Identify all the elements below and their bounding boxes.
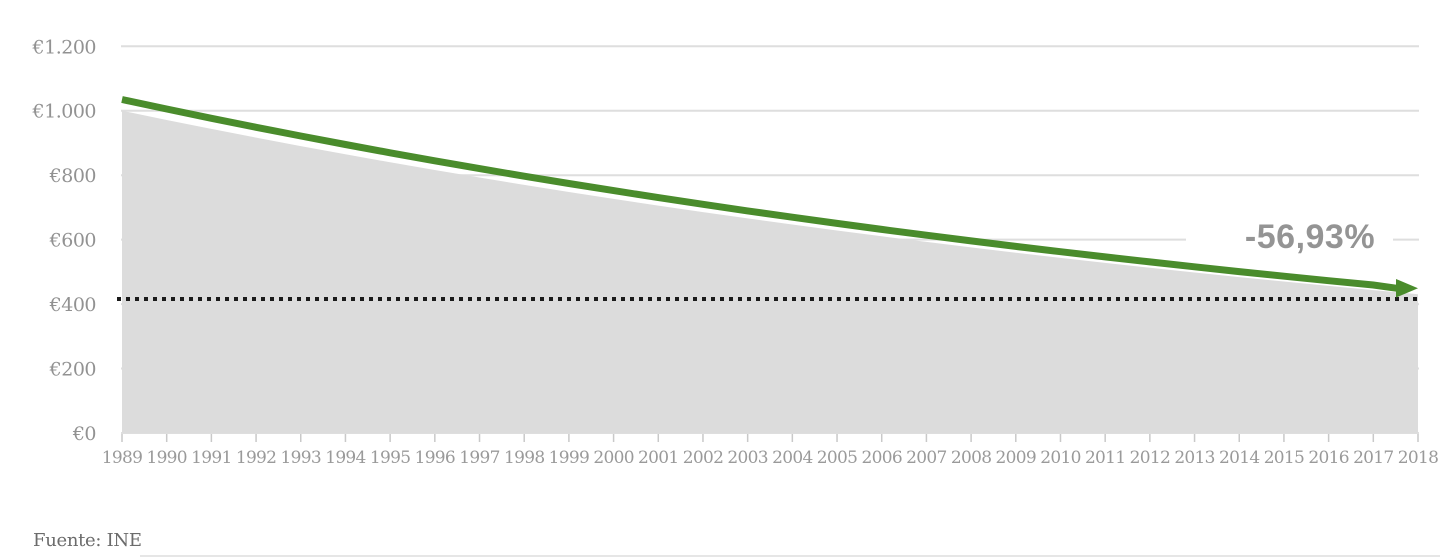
x-axis-label: 2012 [1130, 448, 1170, 468]
x-axis-label: 2016 [1308, 448, 1348, 468]
x-axis: 1989 1990 1991 1992 1993 1994 1995 1996 1997 1998… [102, 434, 1439, 468]
x-axis-label: 1993 [281, 448, 321, 468]
percent-label-backdrop [1186, 231, 1393, 246]
x-axis-label: 1990 [146, 448, 186, 468]
x-axis-label: 1995 [370, 448, 410, 468]
area-series-shape [122, 110, 1418, 433]
x-axis-label: 1994 [325, 448, 365, 468]
x-axis-label: 2008 [951, 448, 991, 468]
x-axis-label: 2000 [593, 448, 633, 468]
x-axis-label: 2015 [1264, 448, 1304, 468]
x-axis-label: 2005 [817, 448, 857, 468]
x-axis-label: 2009 [996, 448, 1036, 468]
percent-change-label: -56,93% [1245, 218, 1375, 256]
x-axis-label: 2007 [906, 448, 946, 468]
y-axis-labels: €1.200 €1.000 €800 €600 €400 €200 €0 [32, 36, 97, 445]
y-axis-label: €200 [49, 359, 96, 381]
page-divider [140, 555, 1440, 557]
x-axis-label: 2011 [1085, 448, 1125, 468]
area-series [122, 110, 1418, 433]
x-axis-label: 2018 [1398, 448, 1438, 468]
x-axis-label: 1996 [415, 448, 455, 468]
x-axis-label: 2004 [772, 448, 812, 468]
trend-arrow-head [1396, 279, 1418, 298]
x-axis-label: 1998 [504, 448, 544, 468]
trend-arrow [121, 96, 1418, 298]
y-axis-label: €1.000 [32, 101, 96, 123]
x-axis-label: 2003 [727, 448, 767, 468]
x-axis-label: 1997 [459, 448, 499, 468]
y-axis-label: €400 [49, 294, 96, 316]
trend-arrow-line [121, 96, 1398, 292]
x-axis-label: 1991 [191, 448, 231, 468]
x-axis-label: 1999 [549, 448, 589, 468]
y-axis-label: €800 [49, 165, 96, 187]
x-axis-label: 2017 [1353, 448, 1393, 468]
x-axis-label: 1992 [236, 448, 276, 468]
x-axis-label: 2002 [683, 448, 723, 468]
x-axis-label: 2014 [1219, 448, 1259, 468]
x-axis-label: 2006 [861, 448, 901, 468]
x-axis-label: 2013 [1174, 448, 1214, 468]
y-axis-label: €0 [72, 423, 96, 445]
x-axis-label: 2001 [638, 448, 678, 468]
source-label: Fuente: INE [33, 530, 142, 551]
x-axis-label: 1989 [102, 448, 142, 468]
y-axis-label: €1.200 [32, 36, 96, 58]
x-axis-label: 2010 [1040, 448, 1080, 468]
y-axis-label: €600 [49, 230, 96, 252]
